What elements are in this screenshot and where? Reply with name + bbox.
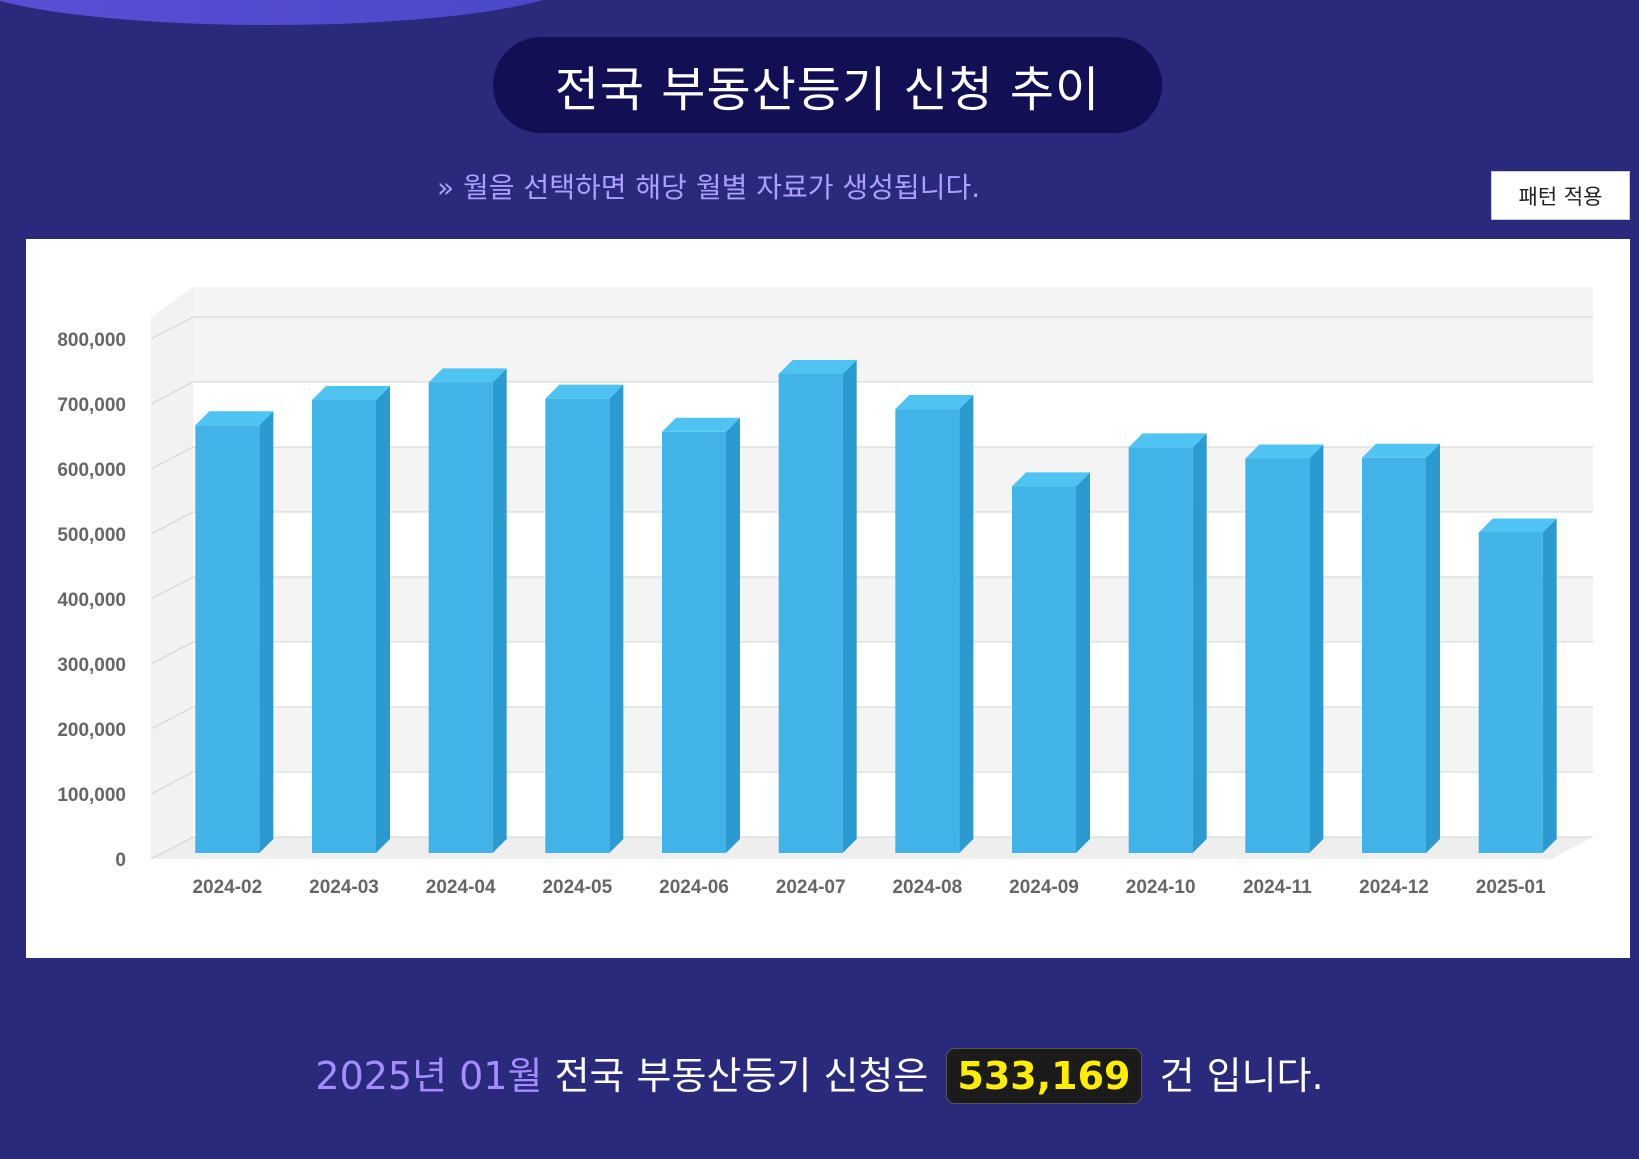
x-tick-label[interactable]: 2024-02 (192, 877, 262, 898)
gridline-side (150, 641, 194, 665)
y-tick-label: 300,000 (57, 655, 126, 676)
bar-side (1426, 443, 1440, 853)
bar-side (609, 384, 624, 853)
x-tick-label[interactable]: 2024-11 (1243, 877, 1312, 898)
summary-count: 533,169 (946, 1048, 1142, 1104)
x-tick-label[interactable]: 2024-06 (659, 877, 729, 898)
summary-text-after: 건 입니다. (1159, 1054, 1324, 1098)
bar-top (545, 384, 624, 399)
summary-date: 2025년 01월 (315, 1054, 543, 1098)
floor (151, 837, 1593, 859)
x-tick-label[interactable]: 2024-07 (776, 877, 846, 898)
instruction-hint: » 월을 선택하면 해당 월별 자료가 생성됩니다. (437, 171, 981, 204)
x-tick-label[interactable]: 2024-03 (309, 877, 379, 898)
grid-band (193, 512, 1593, 577)
y-tick-label: 400,000 (57, 590, 126, 611)
chart-panel: 0 100,000 200,000 300,000 400,000 500,000 600,… (26, 239, 1630, 958)
bar-top (428, 368, 507, 383)
bar-2024-05[interactable] (545, 398, 610, 853)
bar-2024-11[interactable] (1245, 458, 1310, 853)
gridline-side (150, 706, 194, 730)
bar-top (195, 411, 274, 426)
gridline-side (150, 446, 194, 470)
bar-2024-03[interactable] (312, 399, 376, 853)
grid-band (193, 707, 1593, 772)
gridline-side (150, 771, 194, 795)
x-tick-label[interactable]: 2024-10 (1126, 877, 1196, 898)
bar-side (726, 417, 740, 853)
bar-top (1012, 472, 1090, 487)
x-tick-label[interactable]: 2025-01 (1476, 877, 1546, 898)
grid-band (193, 382, 1593, 447)
grid-band (193, 642, 1593, 707)
grid-band (193, 577, 1593, 642)
bar-side (376, 385, 390, 853)
x-tick-label[interactable]: 2024-09 (1009, 877, 1079, 898)
bar-side (1309, 444, 1324, 853)
bar-2024-09[interactable] (1012, 486, 1076, 853)
gridline-side (150, 511, 194, 535)
bar-chart: 0 100,000 200,000 300,000 400,000 500,000 600,… (57, 287, 1593, 898)
grid-band (193, 287, 1593, 317)
grid-band (193, 772, 1593, 837)
y-tick-label: 0 (115, 850, 126, 871)
y-tick-label: 200,000 (57, 720, 126, 741)
bar-2024-04[interactable] (428, 382, 493, 853)
y-tick-label: 700,000 (57, 395, 126, 416)
bar-2024-10[interactable] (1128, 447, 1193, 853)
bar-side (959, 395, 974, 853)
y-tick-label: 600,000 (57, 460, 126, 481)
bar-top (778, 359, 857, 374)
bar-2025-01[interactable] (1478, 532, 1543, 853)
gridline-side (150, 316, 194, 340)
bar-2024-06[interactable] (662, 431, 726, 853)
bar-top (662, 417, 740, 432)
grid-band (193, 447, 1593, 512)
gridline-side (150, 576, 194, 600)
gridline-side (150, 381, 194, 405)
gridline-side (150, 836, 194, 860)
bar-side (1076, 472, 1090, 853)
x-tick-label[interactable]: 2024-05 (542, 877, 612, 898)
bar-2024-08[interactable] (895, 409, 960, 853)
bar-top (1478, 518, 1557, 533)
summary-line: 2025년 01월 전국 부동산등기 신청은 533,169 건 입니다. (0, 1046, 1639, 1106)
side-wall (151, 287, 193, 859)
y-tick-label: 800,000 (57, 330, 126, 351)
bar-top (895, 395, 974, 410)
bar-side (492, 368, 507, 853)
decorative-arc (0, 0, 580, 25)
bar-side (842, 359, 857, 853)
y-tick-label: 100,000 (57, 785, 126, 806)
bar-top (1362, 443, 1440, 458)
x-tick-label[interactable]: 2024-12 (1359, 877, 1429, 898)
bar-top (312, 385, 390, 400)
x-tick-label[interactable]: 2024-04 (426, 877, 496, 898)
bar-top (1245, 444, 1324, 459)
bar-2024-02[interactable] (195, 425, 260, 853)
bar-top (1128, 433, 1207, 448)
y-tick-label: 500,000 (57, 525, 126, 546)
summary-text-before: 전국 부동산등기 신청은 (554, 1054, 929, 1098)
x-tick-label[interactable]: 2024-08 (892, 877, 962, 898)
apply-pattern-button[interactable]: 패턴 적용 (1491, 171, 1630, 220)
page-title: 전국 부동산등기 신청 추이 (493, 37, 1162, 133)
bar-side (259, 411, 274, 853)
bar-2024-12[interactable] (1362, 457, 1426, 853)
bar-2024-07[interactable] (778, 373, 843, 853)
bar-side (1542, 518, 1557, 853)
bar-side (1192, 433, 1207, 853)
grid-band (193, 317, 1593, 382)
